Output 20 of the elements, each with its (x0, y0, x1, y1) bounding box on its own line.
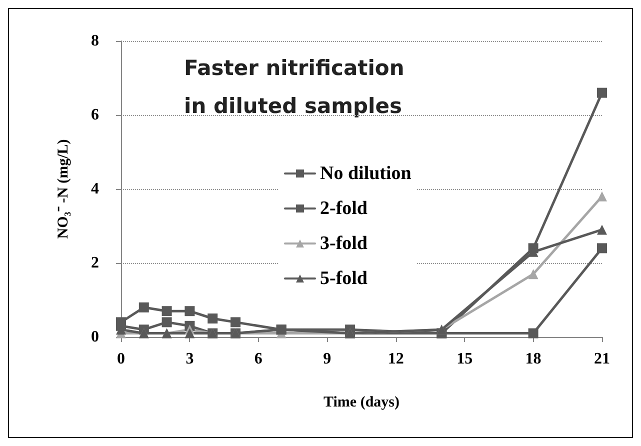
y-tick-label: 8 (91, 32, 99, 50)
legend-label: 5-fold (320, 268, 368, 289)
y-tick-label: 0 (91, 328, 99, 346)
x-tick-label: 0 (117, 350, 125, 368)
x-tick-label: 9 (323, 350, 332, 368)
y-tick-label: 2 (91, 254, 99, 272)
x-tick-label: 18 (525, 350, 542, 368)
legend-label: 3-fold (320, 233, 368, 254)
x-tick-label: 15 (456, 350, 473, 368)
x-tick-label: 12 (388, 350, 404, 368)
annotation: Faster nitrification in diluted samples (184, 56, 404, 118)
x-tick-label: 6 (254, 350, 262, 368)
x-axis-title: Time (days) (324, 394, 400, 410)
x-tick-label: 21 (594, 350, 610, 368)
x-tick-label: 3 (186, 350, 194, 368)
y-tick-label: 6 (91, 106, 99, 124)
legend-label: No dilution (320, 163, 412, 184)
y-tick-label: 4 (91, 180, 99, 198)
legend-label: 2-fold (320, 198, 368, 219)
y-axis-title: NO₃⁻ -N (mg/L) (56, 139, 72, 239)
